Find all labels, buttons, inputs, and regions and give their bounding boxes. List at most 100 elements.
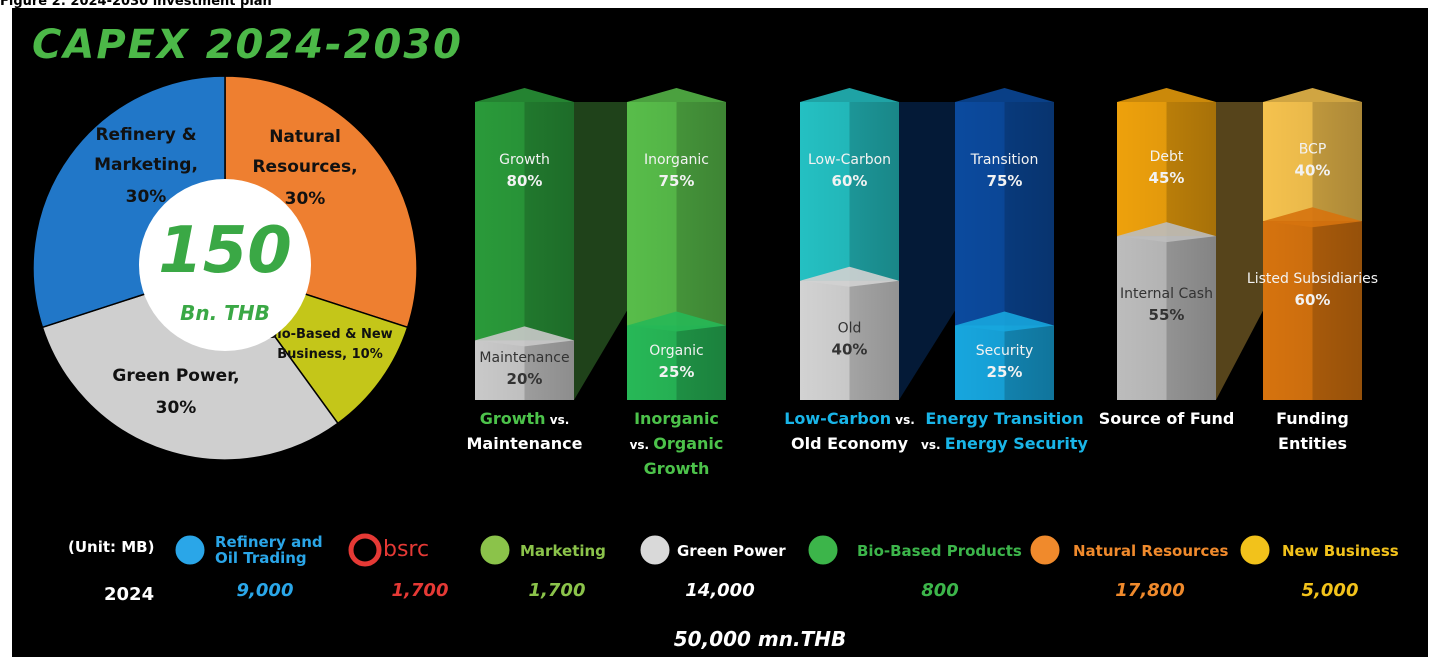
column-caption: Source of Fund [1099, 409, 1235, 428]
slice-label: Marketing, [94, 155, 198, 175]
segment-value: 75% [659, 172, 695, 190]
caption-span: Funding [1276, 409, 1349, 428]
segment-name: Organic [649, 343, 703, 359]
segment-value: 25% [659, 363, 695, 381]
item-value: 9,000 [237, 580, 294, 601]
segment-shade [955, 325, 1054, 400]
segment-value: 60% [832, 172, 868, 190]
column-caption: Growth [644, 459, 710, 478]
segment-value: 80% [507, 172, 543, 190]
slice-label-line: Marketing, [94, 155, 198, 175]
item-icon [1030, 535, 1060, 565]
item-name: bsrc [383, 537, 429, 562]
segment-shade [627, 325, 726, 400]
caption-span: Growth [480, 409, 546, 428]
column-caption: Entities [1278, 434, 1347, 453]
caption-span: Old Economy [791, 434, 909, 453]
segment-top [475, 326, 574, 347]
segment-top [955, 311, 1054, 332]
column-caption: Low-Carbon vs. [784, 409, 915, 428]
pie-slice [41, 267, 339, 461]
segment-name: Internal Cash [1120, 286, 1213, 302]
item-name: New Business [1282, 542, 1399, 560]
segment-shade [1117, 102, 1216, 237]
caption-span: Inorganic [634, 409, 719, 428]
slice-label-line: Green Power, [112, 366, 239, 386]
slice-label-line: Refinery & [95, 125, 196, 145]
total-label: 50,000 mn.THB [674, 627, 846, 651]
segment-name: Security [976, 343, 1034, 359]
segment-value: 55% [1149, 306, 1185, 324]
segment-name: Maintenance [479, 350, 569, 366]
column-caption: Inorganic [634, 409, 719, 428]
caption-span: vs. [921, 438, 945, 452]
slice-label: Resources, [252, 157, 357, 177]
slice-label: Green Power, [112, 366, 239, 386]
caption-span: Energy Security [945, 434, 1089, 453]
segment-name: Low-Carbon [808, 152, 891, 168]
item-icon [348, 533, 382, 567]
slice-value: 30% [156, 398, 197, 418]
unit-label: (Unit: MB) [68, 538, 154, 556]
segment-shade [955, 102, 1054, 326]
column-caption: vs. Energy Security [921, 434, 1088, 453]
segment-shade [800, 280, 899, 400]
item-name: Oil Trading [215, 549, 307, 567]
caption-span: vs. [891, 413, 915, 427]
item-name: Refinery and [215, 533, 323, 551]
slice-label-line: Bio-Based & New [267, 327, 392, 342]
item-icon [640, 535, 670, 565]
segment-value: 40% [832, 340, 868, 358]
slice-label: Refinery & [95, 125, 196, 145]
figure-caption: Figure 2: 2024-2030 investment plan [0, 0, 272, 9]
item-name: Marketing [520, 542, 606, 560]
segment-shade [1263, 102, 1362, 222]
segment-value: 40% [1295, 162, 1331, 180]
column-caption: vs. Organic [630, 434, 724, 453]
slice-label: Business, 10% [277, 347, 383, 362]
segment-value: 45% [1149, 169, 1185, 187]
caption-span: Growth [644, 459, 710, 478]
item-value: 1,700 [529, 580, 586, 601]
segment-shade [627, 102, 726, 326]
column-caption: Maintenance [466, 434, 582, 453]
caption-span: Energy Transition [925, 409, 1083, 428]
segment-top [1263, 207, 1362, 228]
item-name: Green Power [677, 542, 786, 560]
segment-shade [475, 102, 574, 341]
segment-top [1117, 222, 1216, 243]
segment-value: 20% [507, 370, 543, 388]
title: CAPEX 2024-2030 [32, 22, 463, 68]
item-value: 17,800 [1115, 580, 1184, 601]
segment-value: 60% [1295, 291, 1331, 309]
segment-shade [1263, 221, 1362, 400]
caption-span: Maintenance [466, 434, 582, 453]
item-value: 1,700 [392, 580, 449, 601]
segment-name: BCP [1299, 142, 1327, 158]
segment-name: Old [838, 320, 862, 336]
slice-label-line: Business, [277, 347, 347, 362]
slice-label-line: Resources, [252, 157, 357, 177]
slice-label: Bio-Based & New [267, 327, 392, 342]
item-icon [480, 535, 510, 565]
item-icon [175, 535, 205, 565]
caption-span: vs. [630, 438, 654, 452]
item-icon [808, 535, 838, 565]
segment-name: Debt [1150, 149, 1184, 165]
caption-span: Source of Fund [1099, 409, 1235, 428]
slice-value: 30% [126, 187, 167, 207]
segment-value: 75% [987, 172, 1023, 190]
center-circle [139, 179, 311, 351]
column-caption: Energy Transition [925, 409, 1083, 428]
item-value: 14,000 [685, 580, 754, 601]
center-unit: Bn. THB [180, 301, 270, 325]
segment-top [800, 266, 899, 287]
segment-shade [800, 102, 899, 281]
slice-value: 10% [352, 347, 383, 362]
caption-span: Low-Carbon [784, 409, 891, 428]
segment-name: Growth [499, 152, 550, 168]
segment-name: Transition [970, 152, 1039, 168]
segment-value: 25% [987, 363, 1023, 381]
column-caption: Old Economy [791, 434, 909, 453]
